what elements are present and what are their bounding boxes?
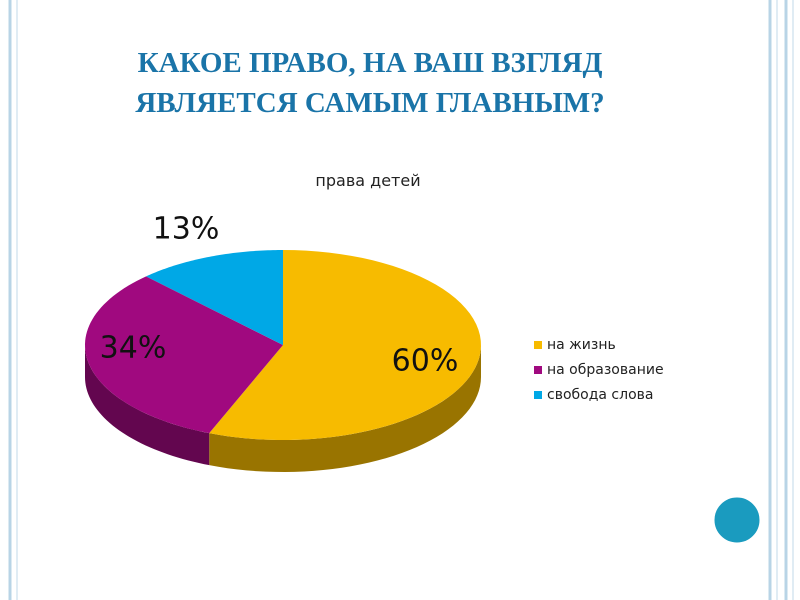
slice bbox=[85, 276, 283, 434]
data-label: 34% bbox=[100, 331, 167, 366]
data-label: 60% bbox=[392, 344, 459, 379]
chart-title: права детей bbox=[315, 171, 420, 190]
legend: на жизнь на образование свобода слова bbox=[534, 337, 664, 403]
legend-swatch bbox=[534, 341, 542, 349]
slide-title: КАКОЕ ПРАВО, НА ВАШ ВЗГЛЯД bbox=[138, 47, 603, 79]
slice bbox=[146, 250, 283, 345]
slide-title: ЯВЛЯЕТСЯ САМЫМ ГЛАВНЫМ? bbox=[135, 87, 604, 119]
pie: 60% 34% 13% bbox=[85, 212, 481, 472]
legend-label: на жизнь bbox=[547, 337, 616, 353]
legend-swatch bbox=[534, 366, 542, 374]
legend-label: свобода слова bbox=[547, 387, 653, 403]
slice-side bbox=[209, 345, 481, 472]
legend-swatch bbox=[534, 391, 542, 399]
slice-side bbox=[85, 345, 210, 466]
data-label: 13% bbox=[153, 212, 220, 247]
legend-label: на образование bbox=[547, 362, 664, 378]
slice bbox=[209, 250, 481, 440]
slide-frame bbox=[8, 0, 794, 600]
